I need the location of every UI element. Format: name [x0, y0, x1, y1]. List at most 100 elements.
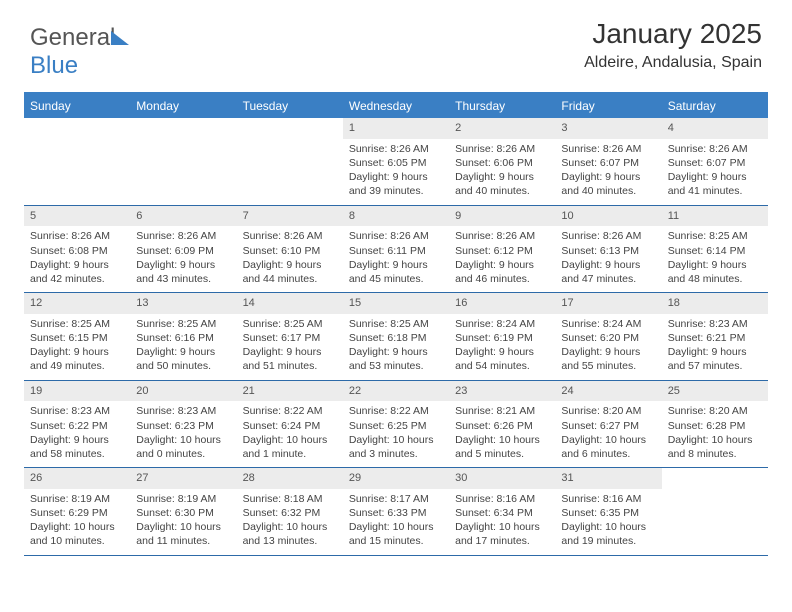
day-cell: 27Sunrise: 8:19 AMSunset: 6:30 PMDayligh…: [130, 468, 236, 555]
day-cell: 21Sunrise: 8:22 AMSunset: 6:24 PMDayligh…: [237, 381, 343, 468]
daylight-line: Daylight: 9 hours and 42 minutes.: [30, 258, 124, 286]
sunset-line: Sunset: 6:26 PM: [455, 419, 549, 433]
sunrise-line: Sunrise: 8:19 AM: [136, 492, 230, 506]
day-body: Sunrise: 8:23 AMSunset: 6:23 PMDaylight:…: [130, 401, 236, 467]
day-cell: 18Sunrise: 8:23 AMSunset: 6:21 PMDayligh…: [662, 293, 768, 380]
sunrise-line: Sunrise: 8:26 AM: [455, 142, 549, 156]
daylight-line: Daylight: 9 hours and 49 minutes.: [30, 345, 124, 373]
daylight-line: Daylight: 9 hours and 45 minutes.: [349, 258, 443, 286]
day-cell: 3Sunrise: 8:26 AMSunset: 6:07 PMDaylight…: [555, 118, 661, 205]
day-number: 27: [130, 468, 236, 489]
weekday-header-row: Sunday Monday Tuesday Wednesday Thursday…: [24, 94, 768, 118]
day-cell: 10Sunrise: 8:26 AMSunset: 6:13 PMDayligh…: [555, 206, 661, 293]
daylight-line: Daylight: 9 hours and 50 minutes.: [136, 345, 230, 373]
sunset-line: Sunset: 6:35 PM: [561, 506, 655, 520]
sunrise-line: Sunrise: 8:21 AM: [455, 404, 549, 418]
day-cell: 9Sunrise: 8:26 AMSunset: 6:12 PMDaylight…: [449, 206, 555, 293]
sunset-line: Sunset: 6:12 PM: [455, 244, 549, 258]
day-number: 29: [343, 468, 449, 489]
day-cell: 30Sunrise: 8:16 AMSunset: 6:34 PMDayligh…: [449, 468, 555, 555]
sunset-line: Sunset: 6:25 PM: [349, 419, 443, 433]
week-row: 19Sunrise: 8:23 AMSunset: 6:22 PMDayligh…: [24, 381, 768, 469]
sunset-line: Sunset: 6:11 PM: [349, 244, 443, 258]
daylight-line: Daylight: 9 hours and 51 minutes.: [243, 345, 337, 373]
day-cell: 24Sunrise: 8:20 AMSunset: 6:27 PMDayligh…: [555, 381, 661, 468]
sunset-line: Sunset: 6:09 PM: [136, 244, 230, 258]
day-number: 25: [662, 381, 768, 402]
day-cell: ..: [237, 118, 343, 205]
daylight-line: Daylight: 10 hours and 10 minutes.: [30, 520, 124, 548]
sunrise-line: Sunrise: 8:26 AM: [349, 142, 443, 156]
day-number: 13: [130, 293, 236, 314]
sunrise-line: Sunrise: 8:23 AM: [668, 317, 762, 331]
sunrise-line: Sunrise: 8:26 AM: [561, 229, 655, 243]
sunset-line: Sunset: 6:29 PM: [30, 506, 124, 520]
day-cell: 17Sunrise: 8:24 AMSunset: 6:20 PMDayligh…: [555, 293, 661, 380]
sunrise-line: Sunrise: 8:26 AM: [561, 142, 655, 156]
daylight-line: Daylight: 9 hours and 43 minutes.: [136, 258, 230, 286]
daylight-line: Daylight: 10 hours and 19 minutes.: [561, 520, 655, 548]
page-title: January 2025: [584, 18, 762, 50]
sunrise-line: Sunrise: 8:18 AM: [243, 492, 337, 506]
day-cell: ..: [24, 118, 130, 205]
week-row: ......1Sunrise: 8:26 AMSunset: 6:05 PMDa…: [24, 118, 768, 206]
day-number: 21: [237, 381, 343, 402]
sunset-line: Sunset: 6:18 PM: [349, 331, 443, 345]
sunrise-line: Sunrise: 8:22 AM: [349, 404, 443, 418]
day-number: 19: [24, 381, 130, 402]
day-number: 28: [237, 468, 343, 489]
daylight-line: Daylight: 9 hours and 40 minutes.: [561, 170, 655, 198]
sunset-line: Sunset: 6:22 PM: [30, 419, 124, 433]
sunset-line: Sunset: 6:13 PM: [561, 244, 655, 258]
day-cell: 7Sunrise: 8:26 AMSunset: 6:10 PMDaylight…: [237, 206, 343, 293]
day-body: Sunrise: 8:25 AMSunset: 6:17 PMDaylight:…: [237, 314, 343, 380]
weekday-header: Tuesday: [237, 94, 343, 118]
day-body: Sunrise: 8:25 AMSunset: 6:16 PMDaylight:…: [130, 314, 236, 380]
daylight-line: Daylight: 9 hours and 54 minutes.: [455, 345, 549, 373]
daylight-line: Daylight: 10 hours and 8 minutes.: [668, 433, 762, 461]
day-number: 7: [237, 206, 343, 227]
sunset-line: Sunset: 6:05 PM: [349, 156, 443, 170]
daylight-line: Daylight: 10 hours and 1 minute.: [243, 433, 337, 461]
day-body: Sunrise: 8:20 AMSunset: 6:28 PMDaylight:…: [662, 401, 768, 467]
weekday-header: Wednesday: [343, 94, 449, 118]
day-number: 20: [130, 381, 236, 402]
daylight-line: Daylight: 10 hours and 17 minutes.: [455, 520, 549, 548]
sunrise-line: Sunrise: 8:24 AM: [455, 317, 549, 331]
day-body: Sunrise: 8:22 AMSunset: 6:25 PMDaylight:…: [343, 401, 449, 467]
day-number: 24: [555, 381, 661, 402]
day-number: 5: [24, 206, 130, 227]
brand-text-1: General: [30, 24, 115, 51]
day-number: 11: [662, 206, 768, 227]
weekday-header: Friday: [555, 94, 661, 118]
day-cell: 29Sunrise: 8:17 AMSunset: 6:33 PMDayligh…: [343, 468, 449, 555]
daylight-line: Daylight: 9 hours and 39 minutes.: [349, 170, 443, 198]
sunset-line: Sunset: 6:07 PM: [668, 156, 762, 170]
sunset-line: Sunset: 6:33 PM: [349, 506, 443, 520]
weekday-header: Thursday: [449, 94, 555, 118]
sunset-line: Sunset: 6:28 PM: [668, 419, 762, 433]
sunset-line: Sunset: 6:27 PM: [561, 419, 655, 433]
daylight-line: Daylight: 10 hours and 11 minutes.: [136, 520, 230, 548]
day-cell: 8Sunrise: 8:26 AMSunset: 6:11 PMDaylight…: [343, 206, 449, 293]
day-cell: 25Sunrise: 8:20 AMSunset: 6:28 PMDayligh…: [662, 381, 768, 468]
brand-logo: General Blue: [30, 24, 129, 80]
sunrise-line: Sunrise: 8:25 AM: [668, 229, 762, 243]
day-cell: 19Sunrise: 8:23 AMSunset: 6:22 PMDayligh…: [24, 381, 130, 468]
day-body: Sunrise: 8:16 AMSunset: 6:35 PMDaylight:…: [555, 489, 661, 555]
day-cell: 2Sunrise: 8:26 AMSunset: 6:06 PMDaylight…: [449, 118, 555, 205]
day-number: 12: [24, 293, 130, 314]
day-body: Sunrise: 8:26 AMSunset: 6:12 PMDaylight:…: [449, 226, 555, 292]
day-body: Sunrise: 8:23 AMSunset: 6:21 PMDaylight:…: [662, 314, 768, 380]
day-body: Sunrise: 8:26 AMSunset: 6:07 PMDaylight:…: [555, 139, 661, 205]
day-body: Sunrise: 8:24 AMSunset: 6:20 PMDaylight:…: [555, 314, 661, 380]
sunrise-line: Sunrise: 8:26 AM: [243, 229, 337, 243]
day-cell: 12Sunrise: 8:25 AMSunset: 6:15 PMDayligh…: [24, 293, 130, 380]
day-number: 14: [237, 293, 343, 314]
day-number: 9: [449, 206, 555, 227]
day-cell: 31Sunrise: 8:16 AMSunset: 6:35 PMDayligh…: [555, 468, 661, 555]
sunset-line: Sunset: 6:34 PM: [455, 506, 549, 520]
sunrise-line: Sunrise: 8:25 AM: [243, 317, 337, 331]
day-body: Sunrise: 8:26 AMSunset: 6:13 PMDaylight:…: [555, 226, 661, 292]
daylight-line: Daylight: 9 hours and 58 minutes.: [30, 433, 124, 461]
